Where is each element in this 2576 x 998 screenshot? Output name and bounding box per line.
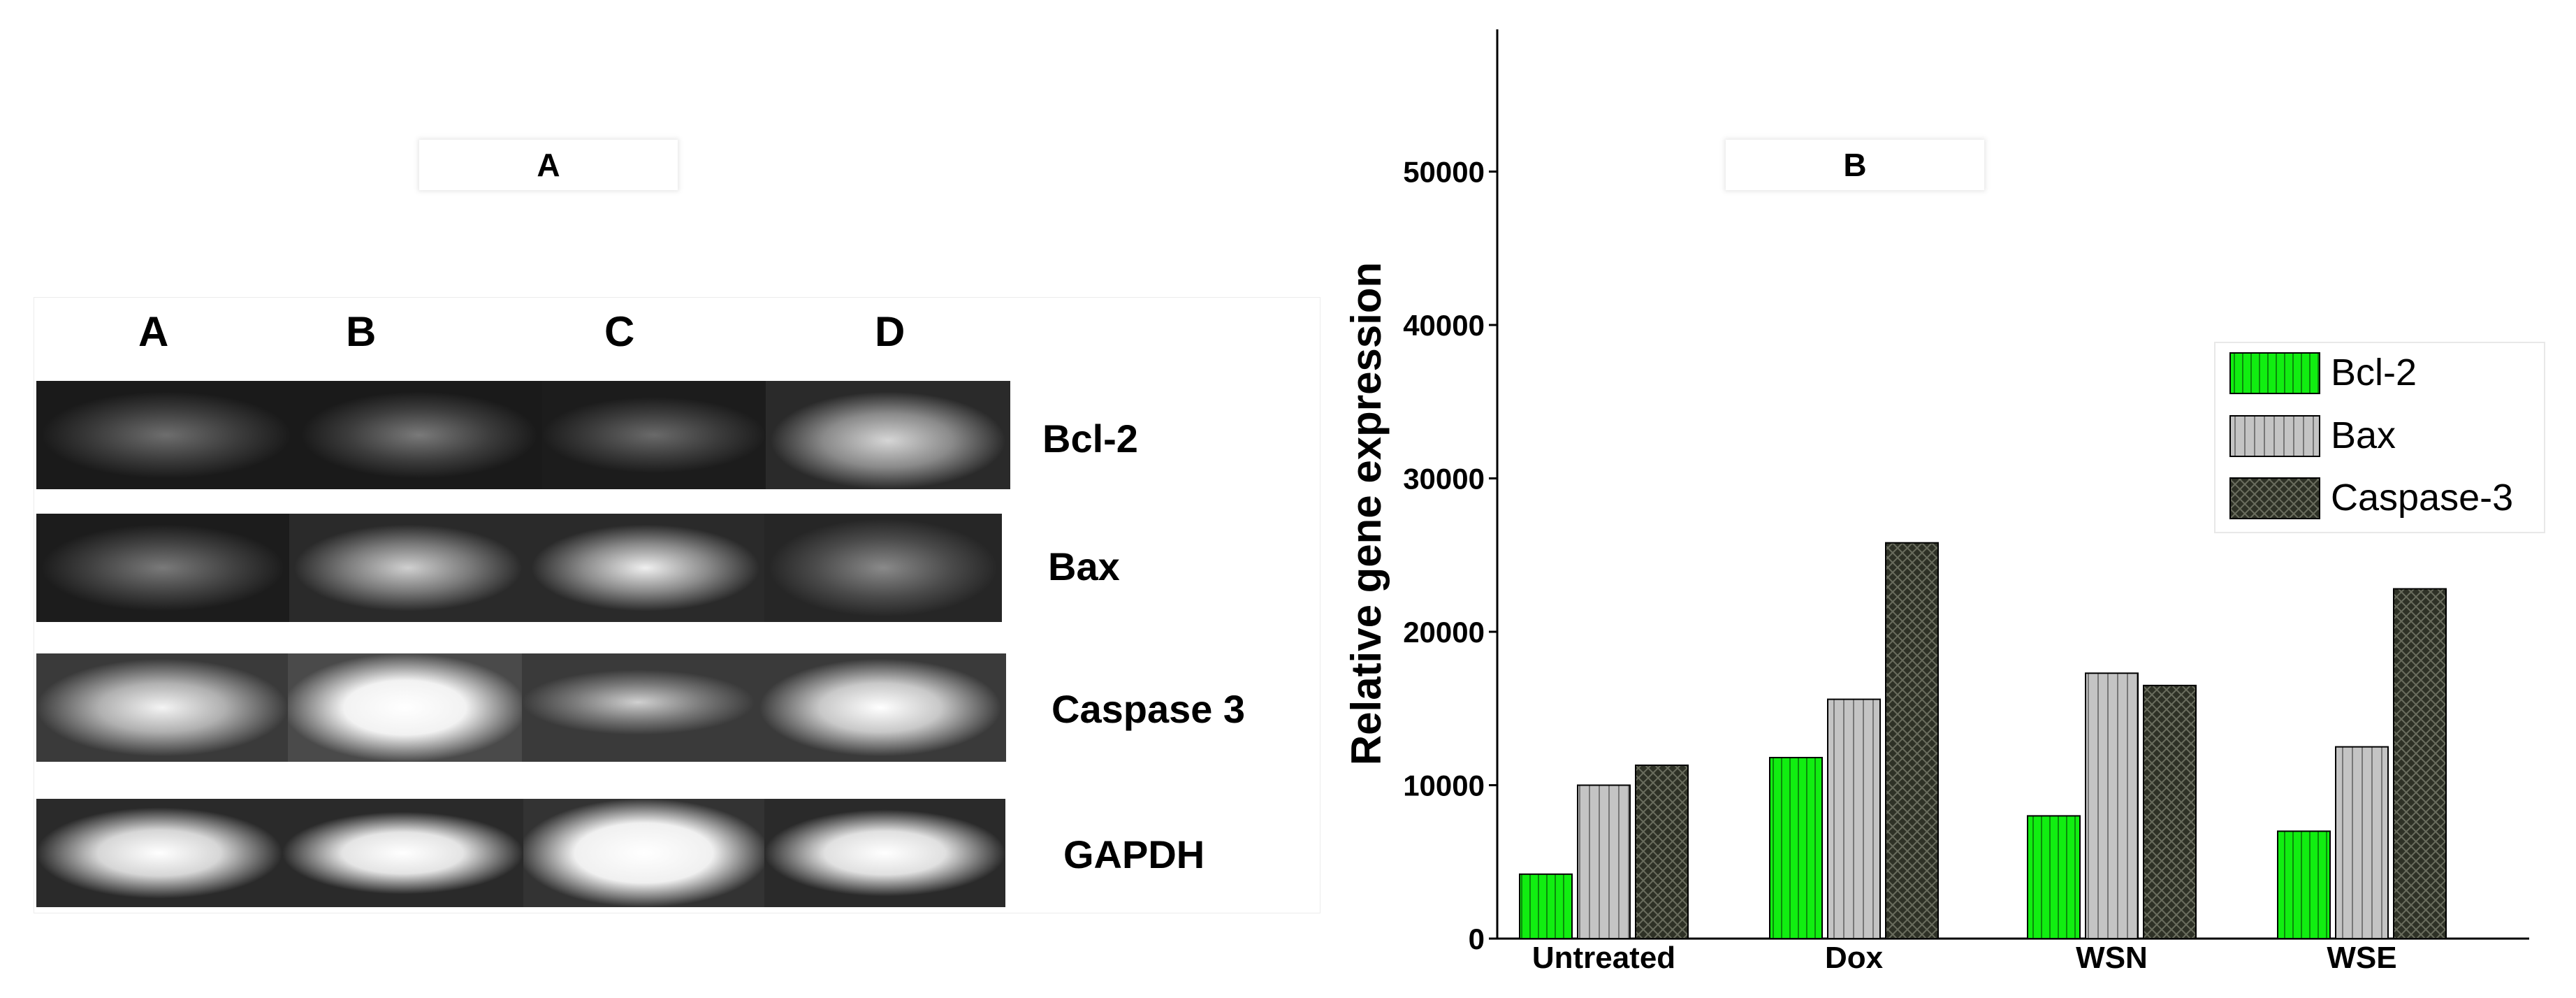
y-tick-label: 40000 — [1403, 309, 1485, 342]
lane-header-d: D — [875, 308, 905, 355]
panel-b-label: B — [1726, 140, 1984, 190]
gel-row-bcl2 — [36, 381, 1010, 489]
gene-label-bax: Bax — [1048, 544, 1120, 588]
legend-swatch — [2229, 352, 2320, 394]
bar-bcl-2-dox — [1769, 756, 1823, 939]
lane-header-b: B — [346, 308, 377, 355]
bar-bax-dox — [1827, 698, 1881, 940]
x-category-label: WSE — [2327, 941, 2396, 975]
bar-caspase-3-wse — [2393, 588, 2447, 939]
x-category-label: Untreated — [1532, 941, 1675, 975]
gel-band — [36, 514, 289, 622]
gel-band — [764, 514, 1002, 622]
bar-caspase-3-wsn — [2143, 684, 2197, 939]
gel-band — [527, 514, 764, 622]
y-tick-label: 10000 — [1403, 769, 1485, 802]
lane-header-a: A — [138, 308, 169, 355]
gel-band — [764, 799, 1005, 907]
legend-label: Bax — [2331, 414, 2396, 456]
bar-bax-wsn — [2085, 672, 2139, 939]
gene-label-bcl2: Bcl-2 — [1042, 417, 1138, 461]
gel-band — [36, 653, 288, 762]
x-category-label: WSN — [2076, 941, 2148, 975]
gel-image-frame — [34, 297, 1320, 913]
gel-row-gapdh — [36, 799, 1005, 907]
gene-label-caspase3: Caspase 3 — [1051, 687, 1246, 731]
bar-caspase-3-dox — [1885, 542, 1939, 939]
bar-bcl-2-untreated — [1519, 873, 1573, 940]
lane-header-c: C — [604, 308, 635, 355]
panel-a-label: A — [419, 140, 678, 190]
gel-band — [523, 799, 764, 907]
bar-bax-untreated — [1577, 784, 1631, 939]
gel-row-caspase3 — [36, 653, 1006, 762]
gel-band — [36, 799, 282, 907]
legend-swatch — [2229, 477, 2320, 519]
gel-band — [522, 653, 755, 762]
legend-swatch — [2229, 415, 2320, 457]
y-axis-title: Relative gene expression — [1343, 262, 1390, 765]
bar-bax-wse — [2335, 746, 2389, 939]
y-tick-label: 50000 — [1403, 156, 1485, 189]
gel-band — [296, 381, 542, 489]
gel-band — [766, 381, 1010, 489]
x-category-label: Dox — [1825, 941, 1884, 975]
bar-caspase-3-untreated — [1635, 764, 1689, 939]
gel-band — [289, 514, 527, 622]
bar-bcl-2-wse — [2277, 830, 2331, 939]
y-tick-label: 20000 — [1403, 616, 1485, 649]
gel-band — [288, 653, 522, 762]
gel-row-bax — [36, 514, 1002, 622]
legend-label: Caspase-3 — [2331, 477, 2513, 519]
gel-band — [542, 381, 766, 489]
gene-label-gapdh: GAPDH — [1063, 832, 1205, 876]
legend-label: Bcl-2 — [2331, 352, 2417, 393]
y-tick-label: 0 — [1469, 923, 1485, 955]
gel-band — [755, 653, 1006, 762]
bar-bcl-2-wsn — [2027, 815, 2081, 940]
y-tick-label: 30000 — [1403, 463, 1485, 496]
gel-band — [282, 799, 523, 907]
gel-band — [36, 381, 296, 489]
